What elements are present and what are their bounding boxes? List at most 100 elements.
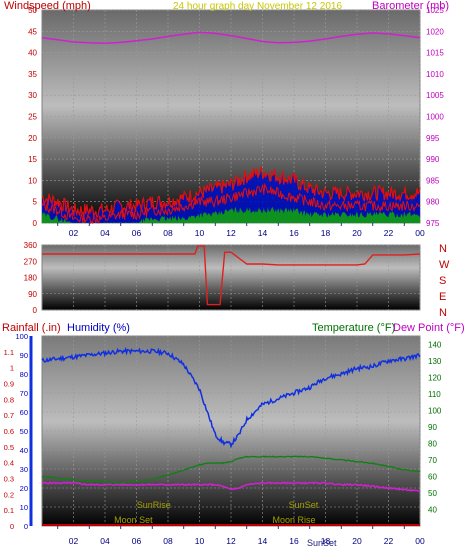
windspeed-tick-label: 0 (33, 219, 38, 228)
temperature-tick-label: 80 (428, 439, 437, 448)
barometer-tick-label: 1015 (426, 49, 444, 58)
humidity-tick-label: 70 (20, 389, 28, 398)
compass-label: W (439, 259, 450, 271)
x-tick-label: 12 (226, 536, 236, 546)
sun-moon-annotation: SunSet (289, 500, 319, 510)
chart-title: 24 hour graph day November 12 2016 (173, 1, 342, 12)
x-tick-label: 10 (195, 536, 205, 546)
windspeed-tick-label: 5 (33, 198, 38, 207)
barometer-tick-label: 1020 (426, 27, 444, 36)
rainfall-tick-label: 0 (10, 522, 14, 531)
humidity-axis-label: Humidity (%) (67, 322, 130, 334)
humidity-tick-label: 100 (15, 332, 28, 341)
barometer-tick-label: 1010 (426, 70, 444, 79)
barometer-tick-label: 1025 (426, 6, 444, 15)
windspeed-tick-label: 40 (28, 49, 37, 58)
wind-direction-line (42, 245, 421, 306)
rainfall-tick-label: 0.6 (4, 427, 14, 436)
x-tick-label: 00 (415, 228, 425, 238)
temperature-line (41, 455, 421, 484)
x-tick-label: 02 (69, 536, 79, 546)
humidity-tick-label: 90 (20, 351, 28, 360)
temperature-axis-label: Temperature (°F) (312, 322, 395, 334)
windspeed-axis-label: Windspeed (mph) (4, 0, 91, 12)
temperature-tick-label: 130 (428, 357, 442, 366)
compass-label: N (439, 307, 447, 319)
sun-moon-annotation: Moon Rise (272, 515, 315, 525)
windspeed-tick-label: 20 (28, 134, 37, 143)
sun-moon-annotation: Moon Set (114, 515, 153, 525)
direction-tick-label: 360 (24, 241, 38, 250)
x-tick-label: 14 (258, 536, 268, 546)
x-tick-label: 20 (352, 228, 362, 238)
wind-low-area (42, 207, 420, 223)
compass-label: S (439, 275, 446, 287)
barometer-tick-label: 995 (426, 134, 440, 143)
barometer-tick-label: 1005 (426, 91, 444, 100)
compass-label: E (439, 291, 446, 303)
sunset-bottom-label: SunSet (307, 538, 337, 548)
rainfall-tick-label: 0.8 (4, 395, 14, 404)
rainfall-tick-label: 0.2 (4, 490, 14, 499)
temperature-tick-label: 100 (428, 406, 442, 415)
x-tick-label: 06 (132, 228, 142, 238)
x-tick-label: 00 (415, 536, 425, 546)
temperature-tick-label: 60 (428, 472, 437, 481)
temperature-tick-label: 140 (428, 340, 442, 349)
x-tick-label: 20 (352, 536, 362, 546)
temperature-tick-label: 40 (428, 505, 437, 514)
rainfall-axis-label: Rainfall (.in) (2, 322, 61, 334)
humidity-line (41, 346, 421, 449)
wind-gust-area (42, 166, 420, 223)
barometer-tick-label: 975 (426, 219, 440, 228)
barometer-axis-label: Barometer (mb) (372, 0, 449, 12)
humidity-tick-label: 40 (20, 446, 28, 455)
x-tick-label: 14 (258, 228, 268, 238)
rainfall-tick-label: 0.1 (4, 506, 14, 515)
rainfall-tick-label: 0.9 (4, 380, 14, 389)
temperature-tick-label: 110 (428, 390, 441, 399)
humidity-tick-label: 80 (20, 370, 28, 379)
rainfall-tick-label: 0.4 (4, 459, 14, 468)
humidity-tick-label: 60 (20, 408, 28, 417)
x-tick-label: 12 (226, 228, 236, 238)
rainfall-tick-label: 1 (10, 364, 14, 373)
x-tick-label: 16 (289, 228, 299, 238)
dewpoint-line (41, 481, 421, 493)
windspeed-tick-label: 15 (28, 155, 37, 164)
windspeed-tick-label: 30 (28, 91, 37, 100)
x-tick-label: 16 (289, 536, 299, 546)
x-tick-label: 02 (69, 228, 79, 238)
windspeed-tick-label: 35 (28, 70, 37, 79)
direction-tick-label: 90 (28, 290, 37, 299)
x-tick-label: 06 (132, 536, 142, 546)
barometer-tick-label: 990 (426, 155, 440, 164)
x-tick-label: 04 (100, 536, 110, 546)
windspeed-tick-label: 45 (28, 27, 37, 36)
windspeed-tick-label: 25 (28, 113, 37, 122)
compass-label: N (439, 243, 447, 255)
temperature-tick-label: 90 (428, 423, 437, 432)
wind-average-line (41, 182, 421, 225)
x-tick-label: 04 (100, 228, 110, 238)
x-tick-label: 18 (321, 228, 331, 238)
wind-gust-line (41, 166, 421, 219)
barometer-tick-label: 985 (426, 176, 440, 185)
sun-moon-annotation: SunRise (137, 500, 171, 510)
temperature-tick-label: 120 (428, 373, 442, 382)
windspeed-tick-label: 50 (28, 6, 37, 15)
x-tick-label: 08 (163, 228, 173, 238)
barometer-tick-label: 1000 (426, 113, 444, 122)
rainfall-tick-label: 1.1 (4, 348, 14, 357)
rainfall-tick-label: 0.3 (4, 475, 14, 484)
x-tick-label: 22 (384, 228, 394, 238)
temperature-tick-label: 70 (428, 456, 437, 465)
direction-tick-label: 270 (24, 257, 38, 266)
humidity-tick-label: 50 (20, 427, 28, 436)
humidity-tick-label: 10 (20, 503, 28, 512)
humidity-tick-label: 0 (24, 522, 28, 531)
temperature-tick-label: 50 (428, 489, 437, 498)
humidity-tick-label: 20 (20, 484, 28, 493)
rainfall-tick-label: 0.5 (4, 443, 14, 452)
